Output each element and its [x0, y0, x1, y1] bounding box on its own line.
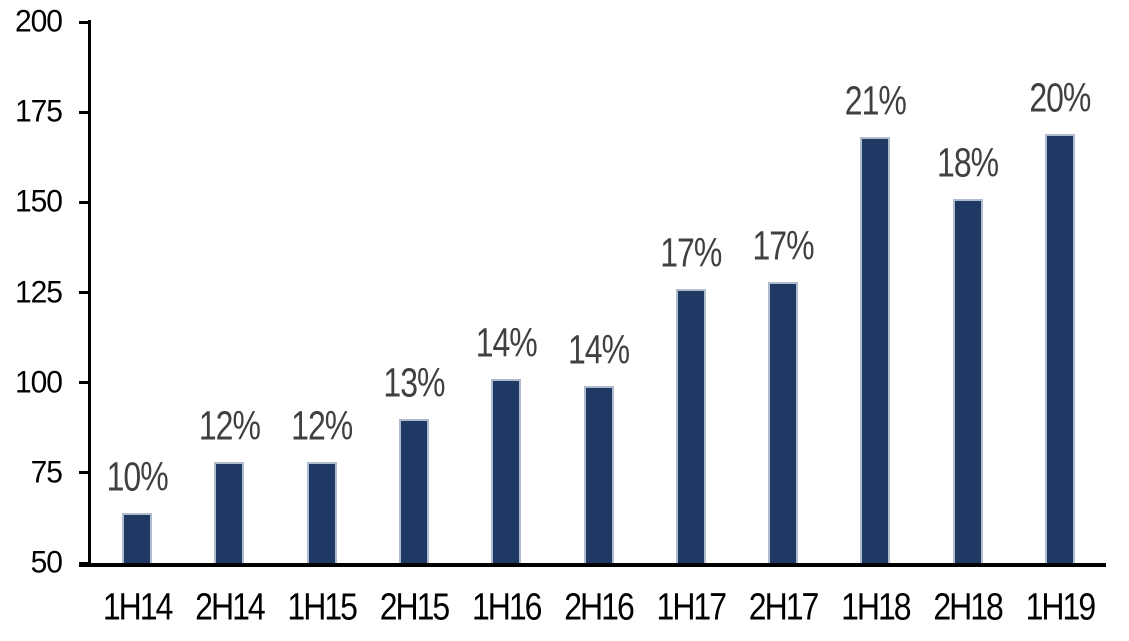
bar-value-label: 17%: [660, 229, 722, 276]
y-axis-tick-label: 175: [14, 94, 63, 129]
y-axis-tick-label: 75: [30, 454, 63, 490]
y-tick-mark: [79, 471, 89, 475]
y-axis-line: [88, 20, 91, 567]
x-axis-tick-label: 1H19: [1025, 584, 1097, 628]
bar: [675, 288, 706, 563]
y-axis-tick-label: 150: [14, 184, 63, 220]
x-axis-tick-label: 2H18: [933, 584, 1004, 628]
x-axis-tick-label: 1H17: [656, 584, 728, 628]
bar: [952, 198, 983, 563]
y-axis-tick-label: 100: [14, 364, 63, 400]
y-tick-mark: [79, 110, 89, 114]
x-axis-tick-label: 1H18: [841, 584, 912, 628]
x-axis-tick-label: 1H14: [102, 584, 174, 628]
bar: [583, 386, 614, 563]
y-tick-mark: [79, 381, 89, 385]
bar-value-label: 14%: [475, 319, 538, 366]
bar-value-label: 12%: [291, 402, 353, 449]
y-tick-mark: [79, 200, 89, 204]
x-axis-tick-label: 2H16: [564, 584, 635, 628]
x-axis-tick-label: 1H15: [287, 584, 358, 628]
bar-value-label: 10%: [106, 452, 169, 500]
bar-value-label: 13%: [383, 359, 445, 406]
bar: [491, 379, 522, 563]
x-axis-tick-label: 2H14: [195, 584, 266, 628]
bar: [1044, 133, 1075, 563]
y-tick-mark: [79, 561, 89, 565]
x-axis-tick-label: 1H16: [471, 584, 543, 628]
x-axis-tick-label: 2H17: [748, 584, 820, 628]
bar-value-label: 21%: [844, 77, 907, 124]
y-tick-mark: [79, 20, 89, 24]
bar-value-label: 12%: [198, 402, 261, 449]
bar-value-label: 18%: [937, 139, 999, 186]
bar: [214, 462, 245, 563]
bar-value-label: 17%: [752, 222, 815, 269]
y-axis-tick-label: 200: [14, 4, 63, 39]
bar: [768, 281, 799, 563]
x-axis-line: [79, 563, 1106, 567]
y-axis-tick-label: 125: [14, 274, 63, 310]
y-axis-tick-label: 50: [30, 545, 63, 580]
bar: [122, 512, 153, 563]
y-tick-mark: [79, 291, 89, 294]
bar-value-label: 20%: [1029, 74, 1091, 121]
bar-value-label: 14%: [567, 326, 630, 373]
bar: [306, 462, 337, 563]
bar: [398, 418, 429, 563]
x-axis-tick-label: 2H15: [379, 584, 451, 628]
bar: [860, 137, 891, 563]
